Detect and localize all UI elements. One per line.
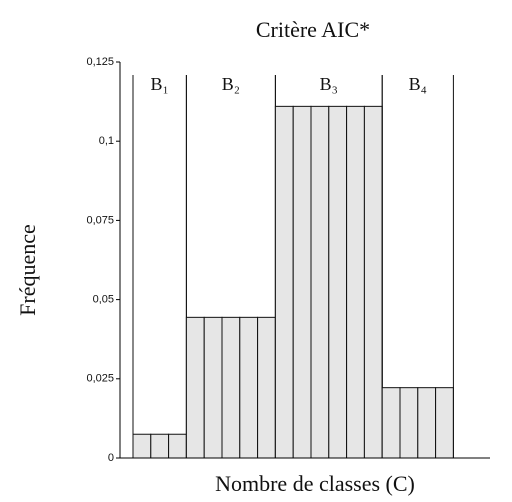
bar [346,105,365,459]
group-label: B₂ [222,74,240,94]
y-tick-label: 0,075 [86,214,114,226]
group-label: B₃ [320,74,338,94]
group-label: B₁ [151,74,169,94]
bar [274,105,294,459]
bar [292,105,312,459]
y-tick-label: 0,1 [99,135,114,147]
y-tick-label: 0,05 [93,294,114,306]
bar [399,387,419,459]
chart-title: Critère AIC* [256,17,370,42]
bar [239,316,259,459]
bar [328,105,348,459]
bar [257,316,276,459]
bar [203,316,223,459]
bar [435,387,454,459]
bar [221,316,241,459]
y-axis-label: Fréquence [15,224,40,316]
bar [150,433,170,459]
bar [417,387,437,459]
bar [185,316,205,459]
y-tick-label: 0,025 [86,373,114,385]
bar [381,387,401,459]
bar [310,105,330,459]
y-tick-label: 0 [108,452,114,464]
bar [132,433,152,459]
y-tick-label: 0,125 [86,56,114,68]
group-label: B₄ [409,74,427,94]
bar [168,433,187,459]
bar [363,105,383,459]
x-axis-label: Nombre de classes (C) [215,471,415,496]
